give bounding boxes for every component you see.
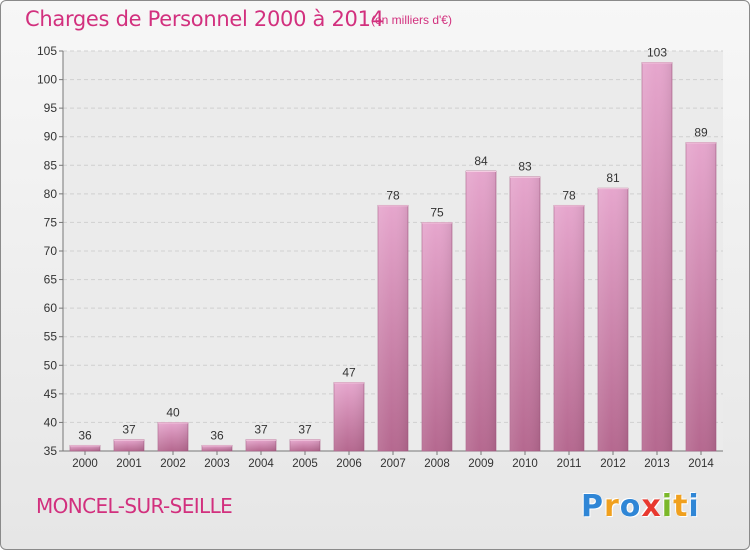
x-tick-label: 2011 bbox=[557, 458, 582, 470]
x-tick-label: 2005 bbox=[292, 458, 318, 470]
bar-sheen bbox=[70, 445, 100, 451]
data-label: 78 bbox=[386, 188, 400, 202]
x-tick-label: 2013 bbox=[644, 458, 670, 470]
bar-sheen bbox=[554, 205, 584, 451]
x-tick-label: 2007 bbox=[380, 458, 406, 470]
bar-sheen bbox=[114, 439, 144, 451]
commune-name: MONCEL-SUR-SEILLE bbox=[36, 494, 233, 518]
y-tick-label: 70 bbox=[44, 244, 58, 258]
y-tick-label: 40 bbox=[44, 415, 58, 429]
data-label: 47 bbox=[342, 365, 356, 379]
y-tick-label: 50 bbox=[44, 358, 58, 372]
bar-sheen bbox=[378, 205, 408, 451]
y-tick-label: 105 bbox=[37, 44, 57, 58]
bar-sheen bbox=[686, 142, 716, 451]
data-labels: 36 37 40 36 37 37 47 78 75 84 83 78 81 103 89 bbox=[78, 45, 708, 442]
x-tick-label: 2004 bbox=[248, 458, 274, 470]
data-label: 83 bbox=[518, 160, 532, 174]
y-tick-label: 45 bbox=[44, 387, 58, 401]
bar-sheen bbox=[334, 382, 364, 451]
x-tick-labels: 2000 2001 2002 2003 2004 2005 2006 2007 2008 2009… bbox=[72, 458, 714, 470]
logo-letter: i bbox=[688, 489, 700, 524]
chart-subtitle: (en milliers d'€) bbox=[371, 13, 452, 27]
x-tick-label: 2014 bbox=[688, 458, 714, 470]
y-tick-label: 100 bbox=[37, 73, 57, 87]
x-tick-label: 2003 bbox=[204, 458, 230, 470]
y-tick-label: 85 bbox=[44, 158, 58, 172]
bar-sheen bbox=[202, 445, 232, 451]
bars bbox=[69, 62, 717, 452]
logo-letter: t bbox=[673, 489, 689, 524]
y-tick-label: 65 bbox=[44, 273, 58, 287]
data-label: 36 bbox=[210, 428, 224, 442]
logo-letter: o bbox=[619, 489, 642, 524]
x-tick-label: 2010 bbox=[512, 458, 538, 470]
data-label: 78 bbox=[562, 188, 576, 202]
data-label: 75 bbox=[430, 205, 444, 219]
y-tick-label: 80 bbox=[44, 187, 58, 201]
bar-sheen bbox=[598, 188, 628, 451]
data-label: 37 bbox=[298, 423, 312, 437]
x-tick-label: 2000 bbox=[72, 458, 98, 470]
x-tick-label: 2008 bbox=[424, 458, 450, 470]
data-label: 37 bbox=[122, 423, 136, 437]
y-tick-label: 55 bbox=[44, 330, 58, 344]
data-label: 37 bbox=[254, 423, 268, 437]
bar-sheen bbox=[642, 62, 672, 452]
x-tick-label: 2001 bbox=[116, 458, 142, 470]
x-tick-label: 2006 bbox=[336, 458, 362, 470]
x-tick-label: 2002 bbox=[160, 458, 186, 470]
y-tick-label: 75 bbox=[44, 215, 58, 229]
bar-sheen bbox=[422, 222, 452, 451]
y-tick-label: 60 bbox=[44, 301, 58, 315]
x-tick-label: 2012 bbox=[600, 458, 626, 470]
data-label: 103 bbox=[647, 45, 667, 59]
bar-sheen bbox=[510, 176, 540, 451]
proxiti-logo: Proxiti bbox=[581, 489, 700, 524]
y-tick-labels: 35 40 45 50 55 60 65 70 75 80 85 90 95 100 105 bbox=[37, 44, 57, 458]
data-label: 81 bbox=[606, 171, 620, 185]
bar-sheen bbox=[246, 439, 276, 451]
bar-sheen bbox=[466, 171, 496, 451]
data-label: 40 bbox=[166, 405, 180, 419]
data-label: 89 bbox=[694, 125, 708, 139]
chart-title: Charges de Personnel 2000 à 2014 bbox=[25, 7, 384, 31]
data-label: 84 bbox=[474, 154, 488, 168]
data-label: 36 bbox=[78, 428, 92, 442]
y-tick-label: 95 bbox=[44, 101, 58, 115]
x-tick-label: 2009 bbox=[468, 458, 494, 470]
logo-letter: P bbox=[581, 489, 604, 524]
y-tick-label: 90 bbox=[44, 130, 58, 144]
bar-sheen bbox=[158, 422, 188, 451]
bar-sheen bbox=[290, 439, 320, 451]
y-tick-label: 35 bbox=[44, 444, 58, 458]
logo-letter: r bbox=[604, 489, 620, 524]
logo-letter: i bbox=[661, 489, 674, 524]
logo-letter: x bbox=[641, 489, 662, 524]
